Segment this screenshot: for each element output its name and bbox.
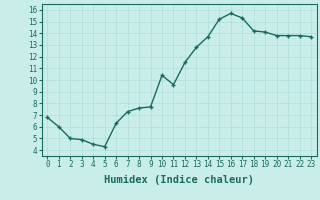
X-axis label: Humidex (Indice chaleur): Humidex (Indice chaleur) (104, 175, 254, 185)
